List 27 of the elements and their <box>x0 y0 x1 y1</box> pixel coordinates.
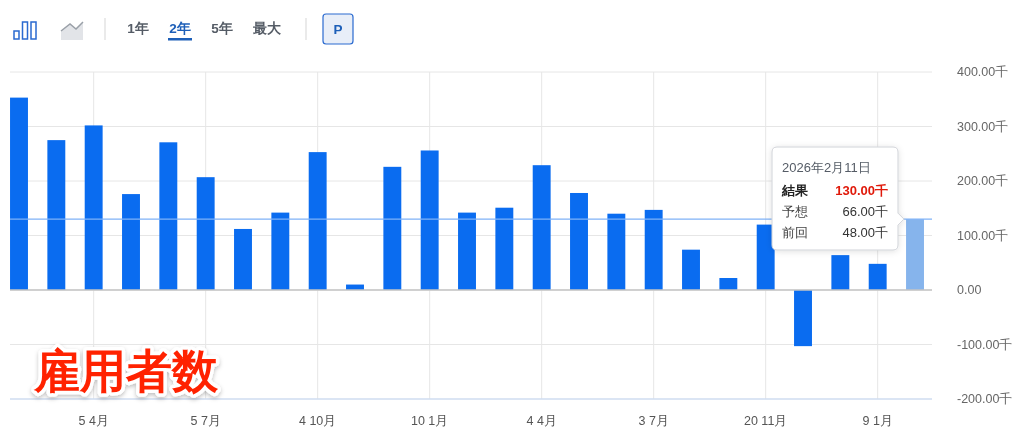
x-tick-label: 10 1月 <box>411 414 449 428</box>
tooltip-label: 結果 <box>782 182 808 198</box>
title: 雇用者数 <box>34 345 218 397</box>
period-button-label: 5年 <box>211 20 233 36</box>
y-tick-label: 100.00千 <box>957 228 1009 243</box>
tooltip-value: 66.00千 <box>842 203 888 219</box>
x-tick-label: 5 4月 <box>78 414 109 428</box>
x-tick-label: 9 1月 <box>862 414 893 428</box>
y-tick-label: 400.00千 <box>957 65 1009 79</box>
y-tick-label: -200.00千 <box>957 392 1013 406</box>
tooltip-value: 48.00千 <box>842 224 888 240</box>
period-button-label: 2年 <box>169 20 191 36</box>
tooltip-value: 130.00千 <box>835 182 888 198</box>
period-button-label: 1年 <box>127 20 149 36</box>
x-tick-label: 4 10月 <box>299 414 337 428</box>
y-tick-label: 0.00 <box>957 283 982 297</box>
x-tick-label: 20 11月 <box>744 414 788 428</box>
x-tick-label: 4 4月 <box>526 414 557 428</box>
tooltip-label: 前回 <box>782 224 808 240</box>
period-button-label: 最大 <box>253 20 281 36</box>
tooltip-date: 2026年2月11日 <box>782 159 871 175</box>
y-tick-label: 300.00千 <box>957 119 1009 134</box>
y-tick-label: -100.00千 <box>957 337 1013 352</box>
x-tick-label: 3 7月 <box>638 414 669 428</box>
x-tick-label: 5 7月 <box>190 414 221 428</box>
y-tick-label: 200.00千 <box>957 174 1009 188</box>
tooltip-label: 予想 <box>782 203 808 219</box>
